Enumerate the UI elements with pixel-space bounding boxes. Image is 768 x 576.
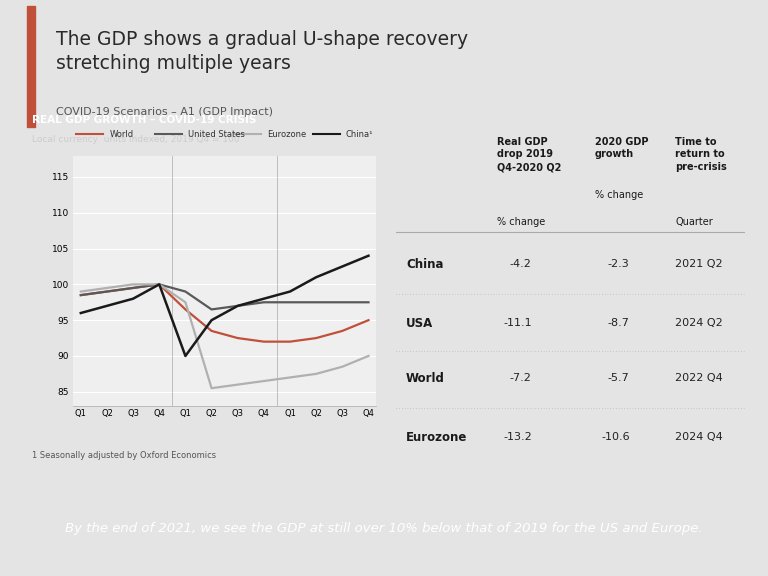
Text: -8.7: -8.7 [607,318,630,328]
Text: -11.1: -11.1 [503,318,531,328]
Text: By the end of 2021, we see the GDP at still over 10% below that of 2019 for the : By the end of 2021, we see the GDP at st… [65,522,703,535]
Text: 2024 Q2: 2024 Q2 [675,318,723,328]
Text: Eurozone: Eurozone [406,431,468,444]
Text: REAL GDP GROWTH – COVID-19 CRISIS: REAL GDP GROWTH – COVID-19 CRISIS [31,115,257,125]
Text: Time to
return to
pre-crisis: Time to return to pre-crisis [675,137,727,172]
Text: -2.3: -2.3 [608,259,630,270]
Text: Real GDP
drop 2019
Q4-2020 Q2: Real GDP drop 2019 Q4-2020 Q2 [497,137,561,172]
Text: 2021 Q2: 2021 Q2 [675,259,723,270]
Bar [27,6,35,127]
Text: % change: % change [594,191,643,200]
Text: 2022 Q4: 2022 Q4 [675,373,723,384]
Text: -4.2: -4.2 [510,259,531,270]
Text: 1 Seasonally adjusted by Oxford Economics: 1 Seasonally adjusted by Oxford Economic… [31,450,216,460]
Text: -5.7: -5.7 [608,373,630,384]
Text: 2024 Q4: 2024 Q4 [675,432,723,442]
Text: % change: % change [497,217,545,228]
Text: -13.2: -13.2 [503,432,531,442]
Text: China¹: China¹ [346,130,373,139]
Text: World: World [109,130,134,139]
Text: United States: United States [188,130,245,139]
Text: Eurozone: Eurozone [267,130,306,139]
Text: Quarter: Quarter [675,217,713,228]
Text: 2020 GDP
growth: 2020 GDP growth [594,137,648,160]
Text: -10.6: -10.6 [601,432,630,442]
Text: Local currency  units indexed, 2019 Q4 = 100: Local currency units indexed, 2019 Q4 = … [31,135,240,143]
Text: COVID-19 Scenarios – A1 (GDP Impact): COVID-19 Scenarios – A1 (GDP Impact) [55,107,273,118]
Text: -7.2: -7.2 [510,373,531,384]
Text: The GDP shows a gradual U-shape recovery
stretching multiple years: The GDP shows a gradual U-shape recovery… [55,30,468,73]
Text: China: China [406,258,443,271]
Text: USA: USA [406,317,433,329]
Text: World: World [406,372,445,385]
